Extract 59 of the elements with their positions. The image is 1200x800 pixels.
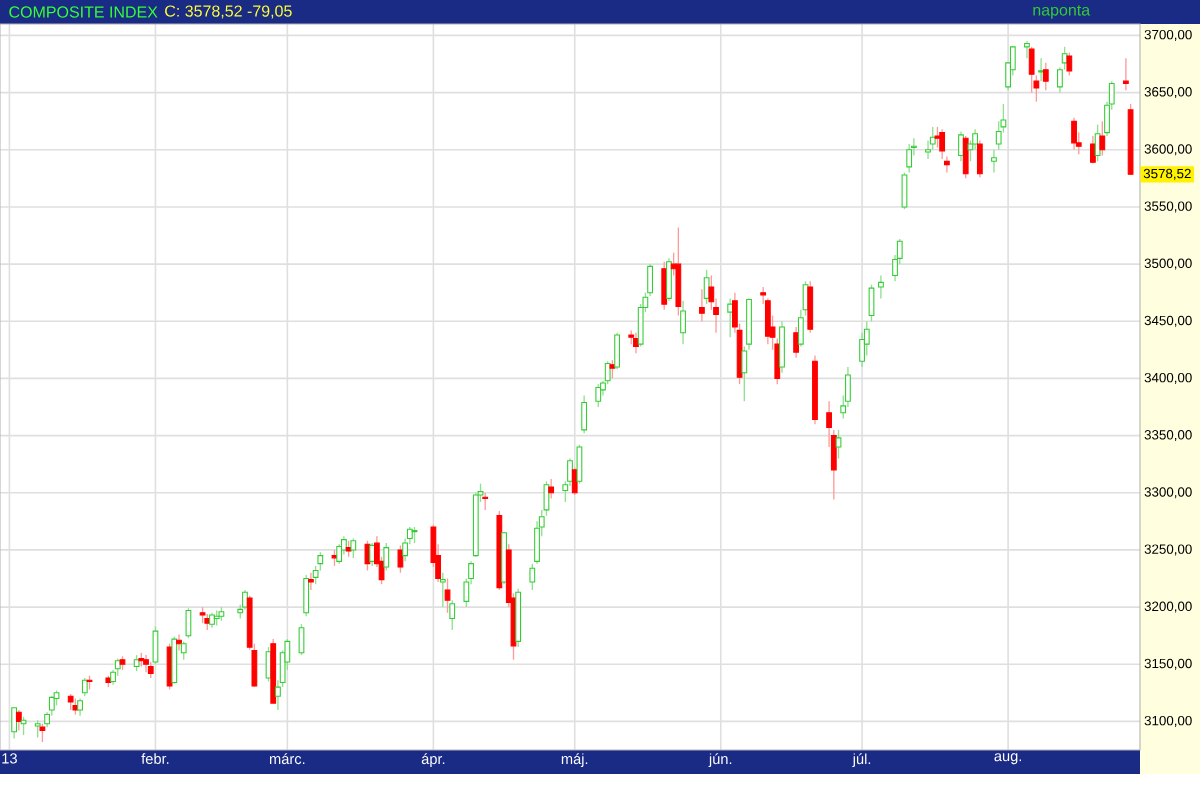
candlestick [308, 572, 314, 591]
candlestick [11, 707, 18, 740]
candlestick [1066, 51, 1073, 77]
candlestick [666, 257, 672, 302]
candlestick [383, 542, 390, 572]
chart-title: COMPOSITE INDEX [9, 6, 158, 18]
candlestick [548, 478, 555, 500]
chart-subtitle: C: 3578,52 -79,05 [165, 5, 292, 19]
text: naponta [1033, 5, 1091, 19]
candlestick [171, 636, 178, 685]
candlestick [661, 261, 668, 311]
candlestick [609, 359, 616, 380]
candlestick [185, 607, 192, 639]
candlestick [906, 143, 913, 174]
candlestick [929, 126, 936, 151]
candlestick [878, 274, 884, 300]
candlestick [397, 544, 404, 574]
candlestick [81, 677, 88, 697]
candlestick [39, 723, 46, 743]
candlestick [444, 577, 451, 614]
candlestick [991, 149, 997, 174]
candlestick [962, 135, 969, 180]
candlestick [868, 284, 875, 322]
candlestick [807, 280, 814, 334]
candlestick [1071, 117, 1077, 151]
candlestick [958, 130, 964, 162]
candlestick [699, 288, 705, 322]
candlestick [727, 297, 734, 338]
candlestick [303, 574, 310, 617]
candlestick [449, 599, 456, 631]
candlestick [581, 394, 588, 434]
candlestick [336, 543, 343, 565]
candlestick [779, 320, 785, 374]
candlestick [680, 300, 686, 345]
candlestick [1122, 57, 1129, 91]
candlestick [176, 633, 182, 652]
candlestick [835, 429, 842, 460]
candlestick [595, 383, 602, 408]
candlestick [529, 562, 536, 591]
candlestick [633, 332, 639, 354]
candlestick [317, 551, 324, 572]
candlestick [1042, 62, 1049, 91]
candlestick [675, 226, 682, 317]
candlestick [152, 625, 159, 665]
candlestick [1024, 40, 1030, 59]
candlestick [1090, 135, 1096, 165]
candlestick [180, 640, 187, 661]
candlestick [242, 589, 248, 611]
candlestick [439, 572, 446, 608]
candlestick [793, 326, 800, 359]
candlestick [1028, 46, 1035, 94]
candlestick [976, 139, 983, 178]
candlestick [15, 709, 22, 732]
candlestick [1099, 120, 1106, 157]
candlestick [1038, 57, 1044, 82]
candlestick [143, 654, 149, 673]
candlestick [901, 171, 908, 210]
candlestick [20, 716, 27, 736]
candlestick [298, 623, 305, 656]
